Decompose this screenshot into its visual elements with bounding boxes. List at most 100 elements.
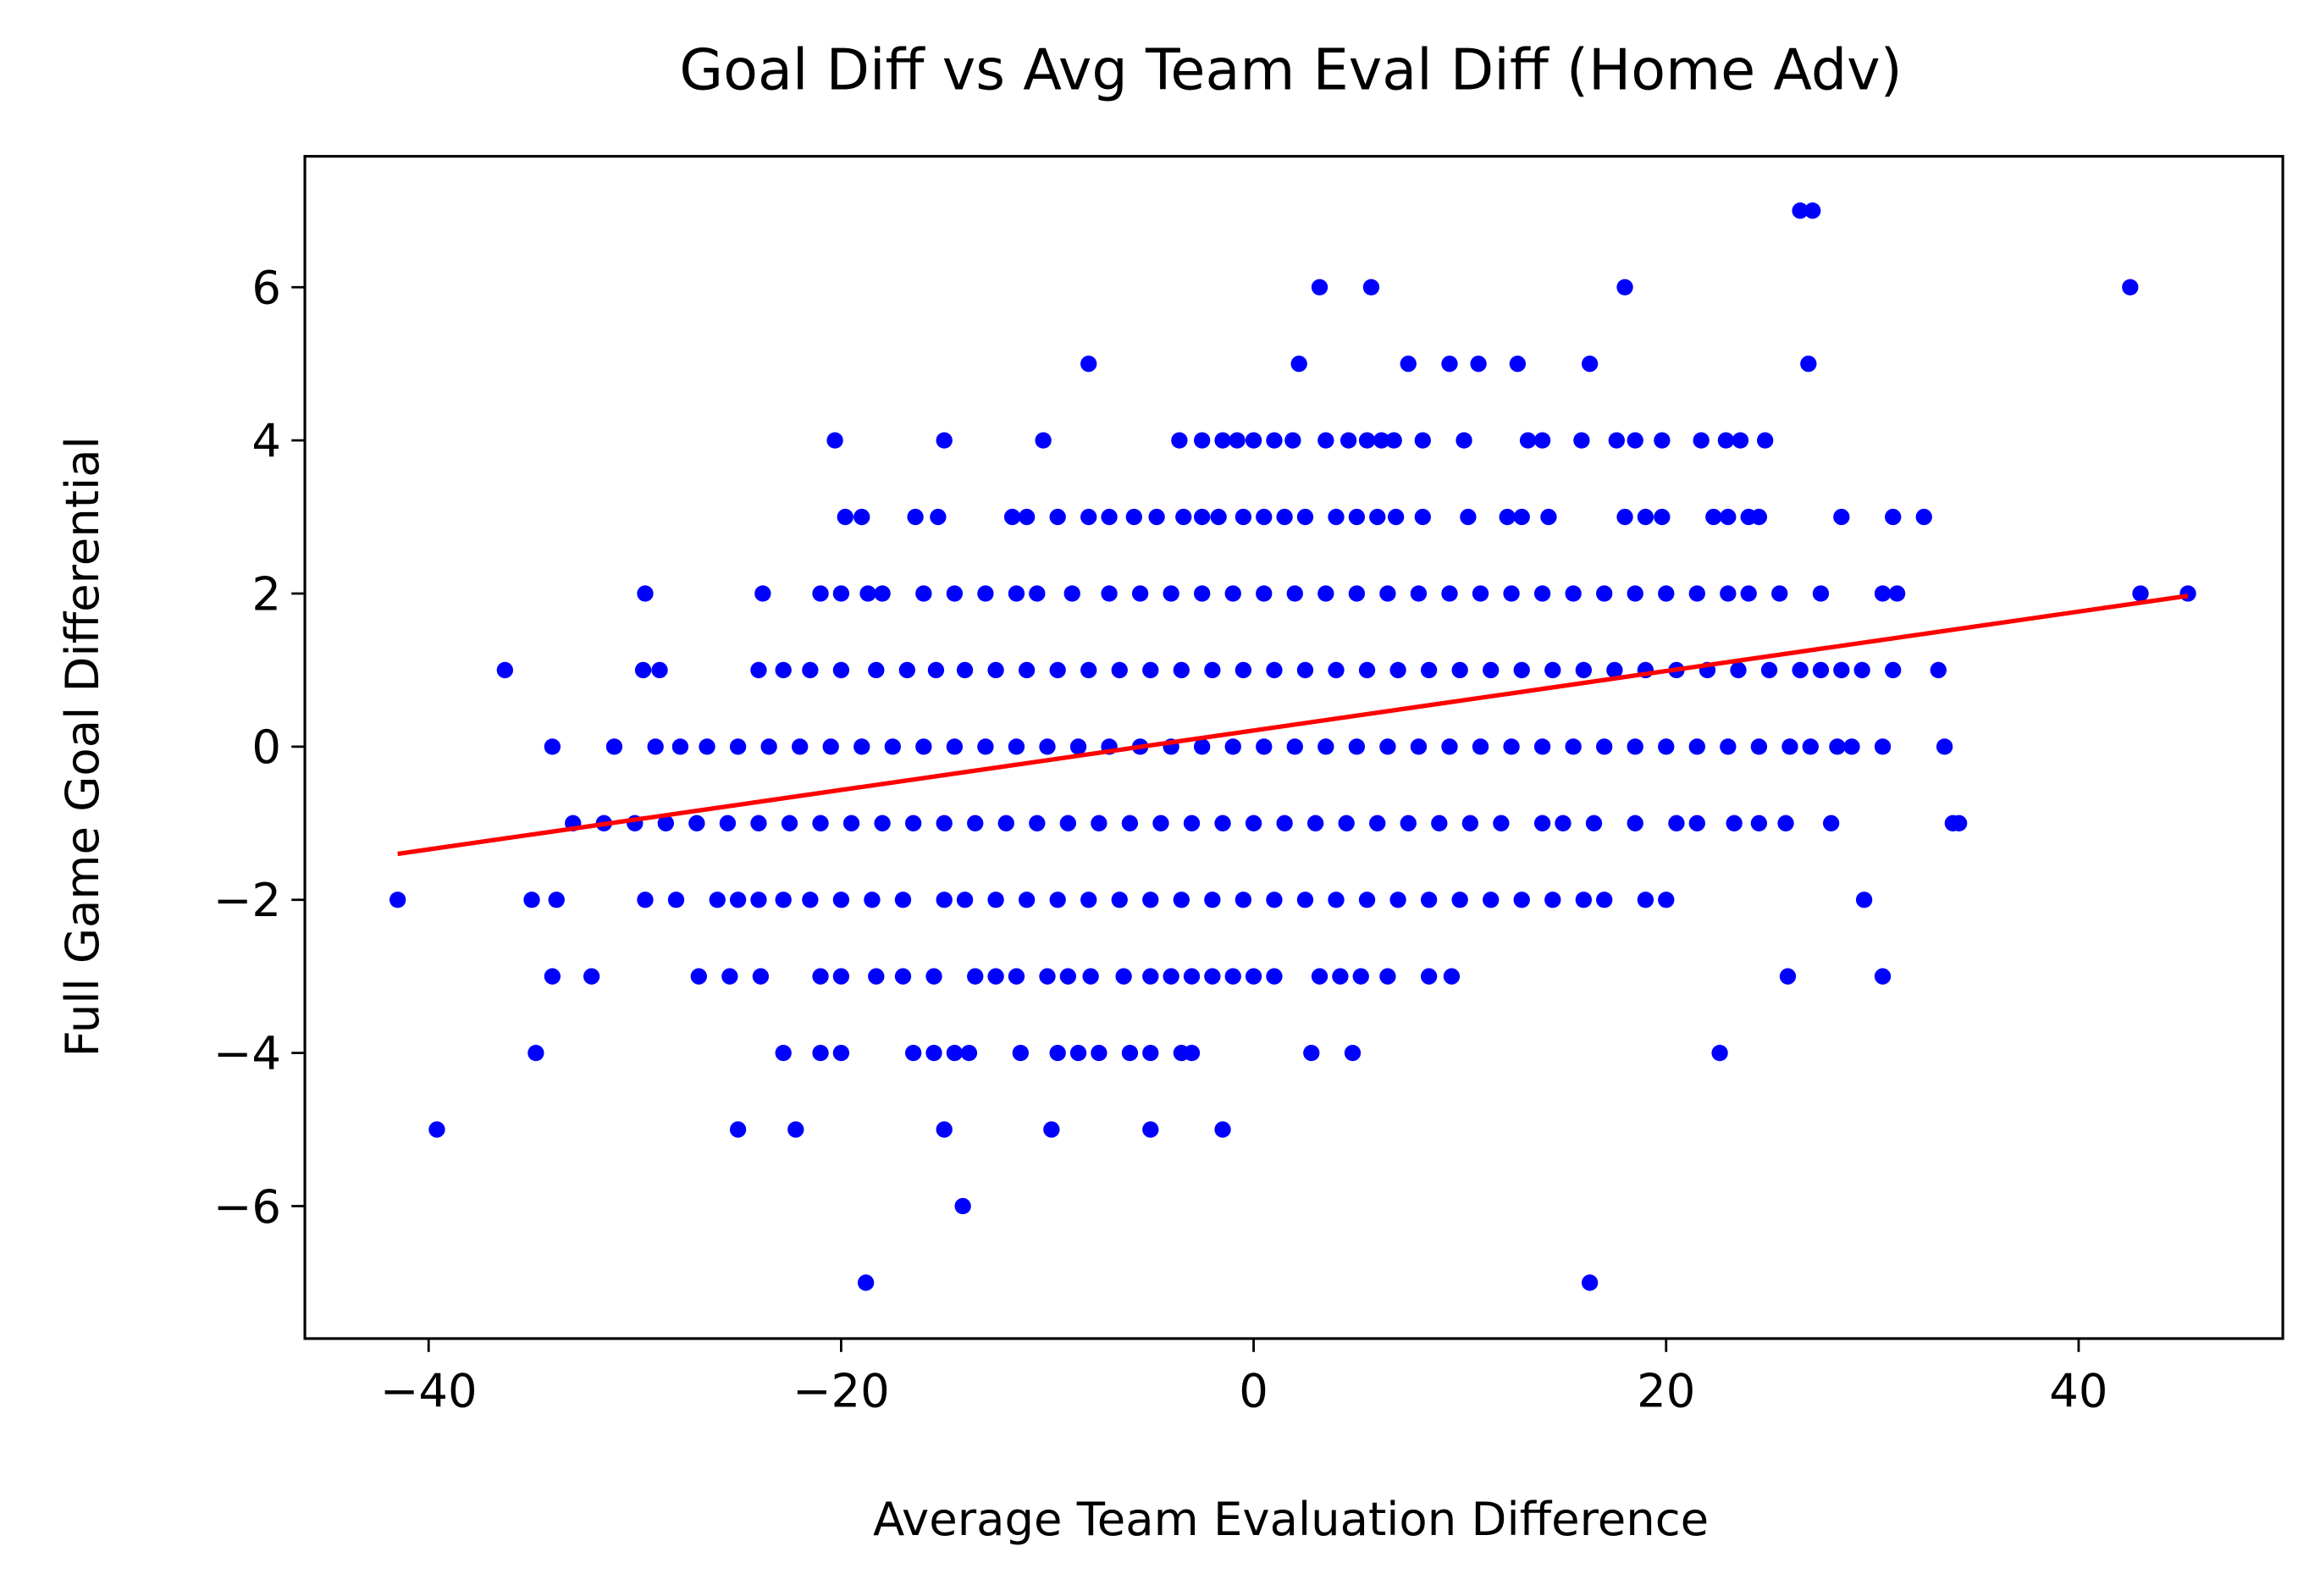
point (1373, 432, 1390, 449)
point (1069, 1044, 1087, 1062)
point (1379, 585, 1396, 602)
point (428, 1121, 445, 1138)
point (1812, 585, 1830, 602)
point (1513, 508, 1530, 526)
point (1379, 968, 1396, 985)
point (1668, 815, 1685, 831)
point (1693, 432, 1710, 449)
point (690, 968, 707, 985)
point (874, 815, 891, 831)
point (864, 892, 881, 908)
point (1804, 202, 1821, 219)
point (651, 661, 668, 679)
point (1581, 1274, 1599, 1291)
point (1284, 432, 1301, 449)
point (1214, 815, 1231, 831)
point (898, 661, 916, 679)
point (1328, 508, 1345, 526)
point (583, 968, 600, 985)
point (1627, 738, 1643, 755)
point (967, 968, 984, 985)
point (915, 585, 932, 602)
point (1063, 585, 1080, 602)
point (1688, 815, 1705, 831)
point (1194, 738, 1211, 755)
point (1256, 508, 1273, 526)
point (1080, 661, 1097, 679)
point (1256, 585, 1273, 602)
point (1245, 815, 1262, 831)
point (1730, 661, 1747, 679)
x-tick-label: −40 (380, 1364, 478, 1418)
y-tick-label: −2 (213, 873, 281, 927)
point (1152, 815, 1169, 831)
point (1493, 815, 1510, 831)
point (1173, 892, 1190, 908)
point (832, 585, 850, 602)
point (605, 738, 623, 755)
point (1750, 508, 1768, 526)
point (1303, 1044, 1320, 1062)
point (1204, 892, 1221, 908)
point (1833, 508, 1850, 526)
point (1317, 432, 1334, 449)
point (1296, 892, 1314, 908)
point (853, 508, 870, 526)
point (1800, 356, 1817, 373)
point (1235, 892, 1252, 908)
point (1533, 585, 1551, 602)
point (1348, 585, 1366, 602)
point (1039, 738, 1056, 755)
point (634, 661, 652, 679)
point (1732, 432, 1749, 449)
point (1387, 508, 1405, 526)
point (1441, 585, 1458, 602)
plot-frame (303, 155, 2284, 1340)
point (1214, 1121, 1231, 1138)
point (750, 661, 767, 679)
point (1290, 356, 1307, 373)
point (1499, 508, 1516, 526)
point (832, 1044, 850, 1062)
point (1658, 892, 1675, 908)
point (907, 508, 924, 526)
y-tick-label: 2 (251, 566, 281, 621)
point (1332, 968, 1349, 985)
point (977, 738, 994, 755)
point (1142, 892, 1159, 908)
point (1266, 432, 1283, 449)
point (1358, 432, 1376, 449)
point (1229, 432, 1246, 449)
point (1441, 738, 1458, 755)
point (1533, 738, 1551, 755)
point (925, 968, 942, 985)
point (1311, 279, 1328, 295)
point (1740, 585, 1757, 602)
point (874, 585, 891, 602)
point (1420, 661, 1438, 679)
point (1379, 738, 1396, 755)
point (1420, 892, 1438, 908)
point (987, 661, 1004, 679)
point (1286, 738, 1303, 755)
point (1833, 661, 1850, 679)
point (1276, 815, 1293, 831)
point (729, 738, 747, 755)
point (792, 738, 809, 755)
point (1003, 508, 1021, 526)
point (1885, 508, 1902, 526)
y-tick-label: −6 (213, 1179, 281, 1234)
point (1637, 892, 1654, 908)
point (1658, 738, 1675, 755)
point (1400, 815, 1417, 831)
point (1585, 815, 1603, 831)
point (1575, 661, 1592, 679)
point (997, 815, 1014, 831)
point (1080, 892, 1097, 908)
point (750, 892, 767, 908)
point (946, 1044, 964, 1062)
point (1616, 279, 1633, 295)
point (1654, 432, 1671, 449)
point (688, 815, 705, 831)
point (1915, 508, 1932, 526)
